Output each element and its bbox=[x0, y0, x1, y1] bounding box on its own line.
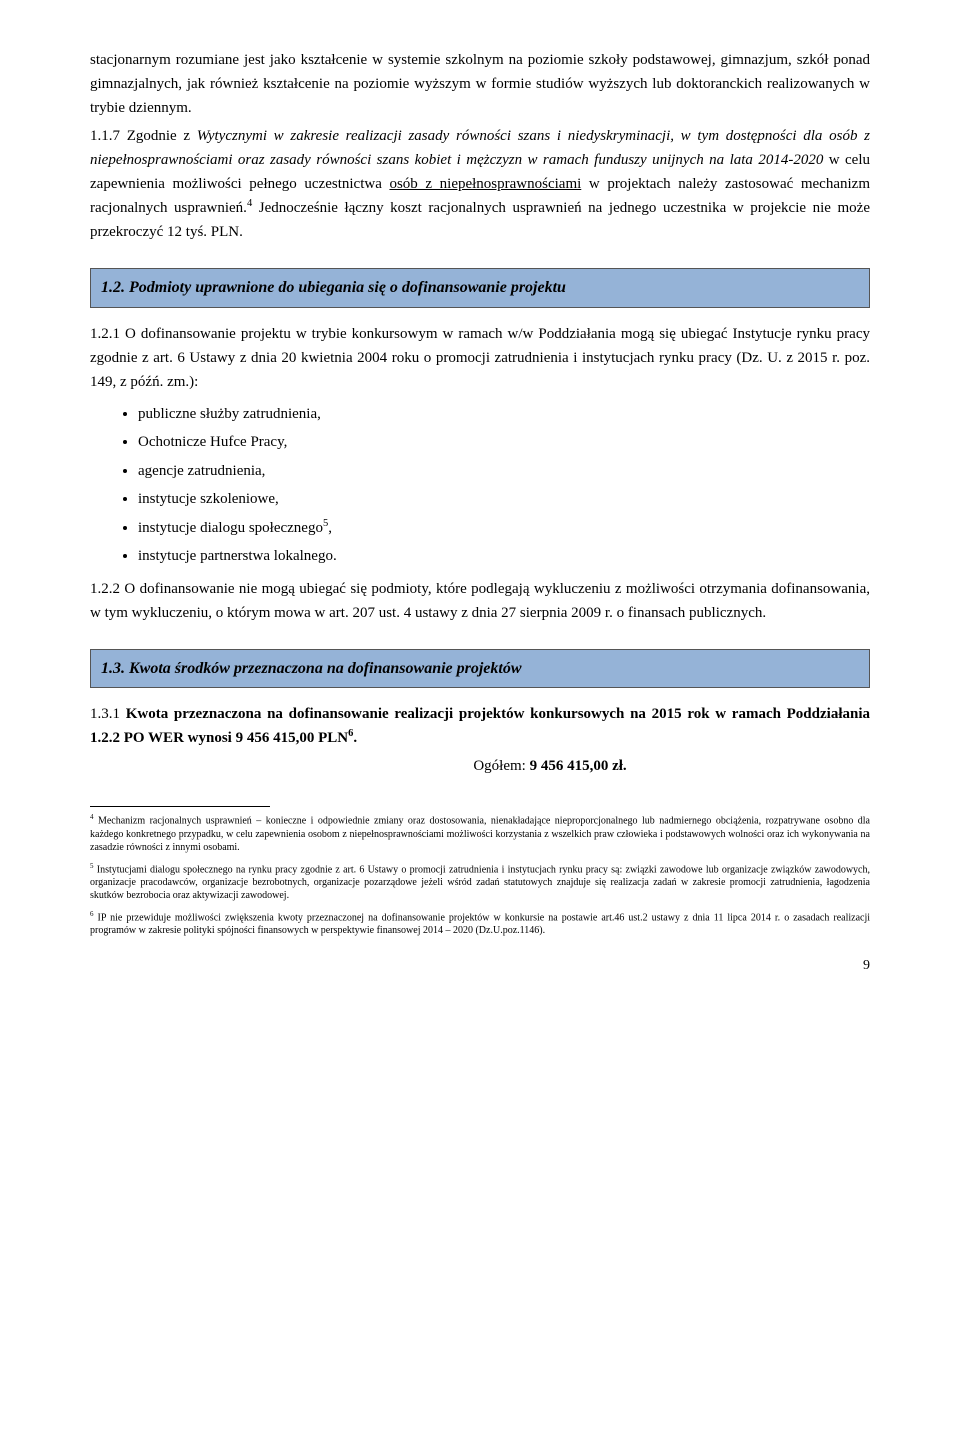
bullet-item: instytucje dialogu społecznego5, bbox=[138, 514, 870, 543]
s13-p1-lead: 1.3.1 bbox=[90, 706, 126, 722]
s12-bullets: publiczne służby zatrudnienia, Ochotnicz… bbox=[138, 400, 870, 571]
section-13-header: 1.3. Kwota środków przeznaczona na dofin… bbox=[90, 649, 870, 689]
bullet-item: instytucje partnerstwa lokalnego. bbox=[138, 542, 870, 571]
s13-p1: 1.3.1 Kwota przeznaczona na dofinansowan… bbox=[90, 702, 870, 750]
s12-p1: 1.2.1 O dofinansowanie projektu w trybie… bbox=[90, 322, 870, 394]
bullet-item: Ochotnicze Hufce Pracy, bbox=[138, 428, 870, 457]
s13-total: Ogółem: 9 456 415,00 zł. bbox=[230, 754, 870, 778]
s13-p1-bold: Kwota przeznaczona na dofinansowanie rea… bbox=[90, 706, 870, 746]
p2-italic: Wytycznymi w zakresie realizacji zasady … bbox=[90, 128, 870, 168]
s13-p1-end: . bbox=[353, 730, 357, 746]
bullet-item: agencje zatrudnienia, bbox=[138, 457, 870, 486]
footnote-separator bbox=[90, 806, 270, 807]
p2-underline: osób z niepełnosprawnościami bbox=[389, 176, 581, 192]
fn6-text: IP nie przewiduje możliwości zwiększenia… bbox=[90, 912, 870, 936]
bullet-item: instytucje szkoleniowe, bbox=[138, 485, 870, 514]
footnote-6: 6 IP nie przewiduje możliwości zwiększen… bbox=[90, 910, 870, 937]
bullet5-end: , bbox=[328, 520, 332, 536]
fn4-text: Mechanizm racjonalnych usprawnień – koni… bbox=[90, 816, 870, 853]
total-value: 9 456 415,00 zł. bbox=[530, 758, 627, 774]
intro-p1: stacjonarnym rozumiane jest jako kształc… bbox=[90, 48, 870, 120]
p2-lead: 1.1.7 Zgodnie z bbox=[90, 128, 197, 144]
intro-p2: 1.1.7 Zgodnie z Wytycznymi w zakresie re… bbox=[90, 124, 870, 244]
fn5-text: Instytucjami dialogu społecznego na rynk… bbox=[90, 864, 870, 901]
footnote-5: 5 Instytucjami dialogu społecznego na ry… bbox=[90, 862, 870, 902]
total-label: Ogółem: bbox=[473, 758, 529, 774]
bullet-item: publiczne służby zatrudnienia, bbox=[138, 400, 870, 429]
footnotes-block: 4 Mechanizm racjonalnych usprawnień – ko… bbox=[90, 813, 870, 937]
page-number: 9 bbox=[90, 955, 870, 977]
footnote-4: 4 Mechanizm racjonalnych usprawnień – ko… bbox=[90, 813, 870, 853]
s12-p2: 1.2.2 O dofinansowanie nie mogą ubiegać … bbox=[90, 577, 870, 625]
bullet5-text: instytucje dialogu społecznego bbox=[138, 520, 323, 536]
section-12-header: 1.2. Podmioty uprawnione do ubiegania si… bbox=[90, 268, 870, 308]
